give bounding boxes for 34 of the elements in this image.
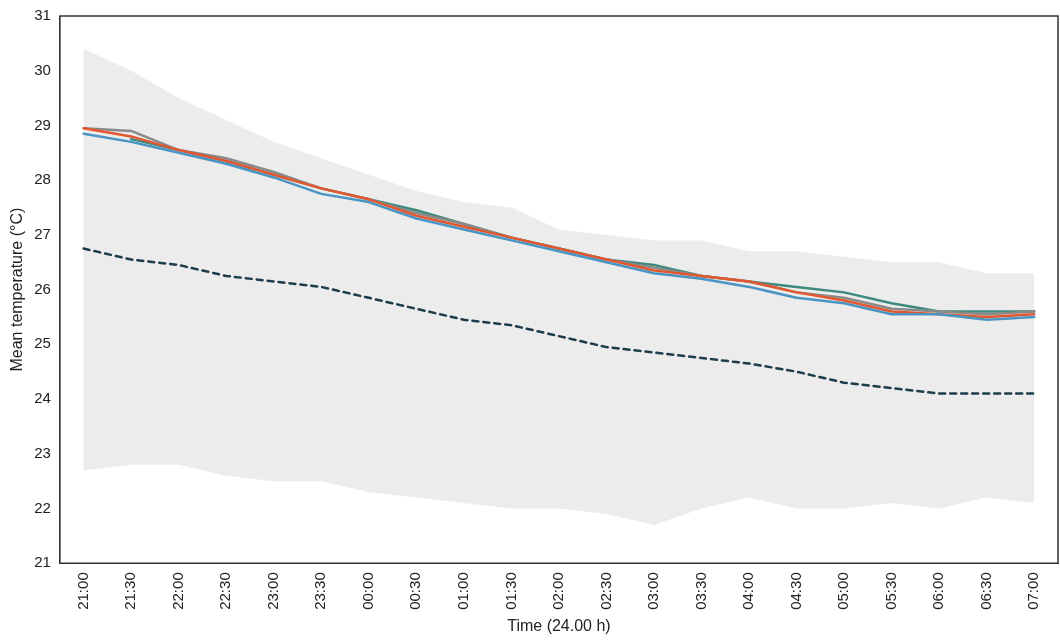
y-tick-label: 31 — [34, 6, 51, 24]
y-tick-label: 27 — [34, 225, 51, 243]
x-tick-label: 05:30 — [881, 572, 899, 610]
y-tick-label: 22 — [34, 498, 51, 516]
x-tick-label: 06:00 — [929, 572, 947, 610]
y-tick-label: 29 — [34, 115, 51, 133]
x-tick-label: 23:30 — [311, 572, 329, 610]
x-tick-label: 04:30 — [786, 572, 804, 610]
x-tick-label: 03:00 — [644, 572, 662, 610]
x-tick-label: 01:00 — [454, 572, 472, 610]
y-tick-label: 28 — [34, 170, 51, 188]
y-tick-label: 23 — [34, 443, 51, 461]
x-tick-label: 02:30 — [596, 572, 614, 610]
x-axis-title: Time (24.00 h) — [507, 616, 611, 634]
x-tick-label: 21:00 — [73, 572, 91, 610]
x-tick-label: 07:00 — [1024, 572, 1042, 610]
y-tick-label: 25 — [34, 334, 51, 352]
y-tick-label: 30 — [34, 60, 51, 78]
x-tick-label: 06:30 — [976, 572, 994, 610]
x-tick-label: 03:30 — [691, 572, 709, 610]
x-tick-label: 05:00 — [834, 572, 852, 610]
y-tick-label: 21 — [34, 553, 51, 571]
x-tick-label: 22:00 — [168, 572, 186, 610]
x-tick-label: 02:00 — [549, 572, 567, 610]
y-tick-label: 24 — [34, 389, 51, 407]
x-tick-label: 00:30 — [406, 572, 424, 610]
x-tick-label: 01:30 — [501, 572, 519, 610]
x-tick-label: 00:00 — [358, 572, 376, 610]
y-axis-title: Mean temperature (°C) — [8, 207, 26, 372]
y-tick-label: 26 — [34, 279, 51, 297]
x-tick-label: 22:30 — [216, 572, 234, 610]
x-tick-label: 04:00 — [739, 572, 757, 610]
x-tick-label: 21:30 — [121, 572, 139, 610]
x-tick-label: 23:00 — [263, 572, 281, 610]
